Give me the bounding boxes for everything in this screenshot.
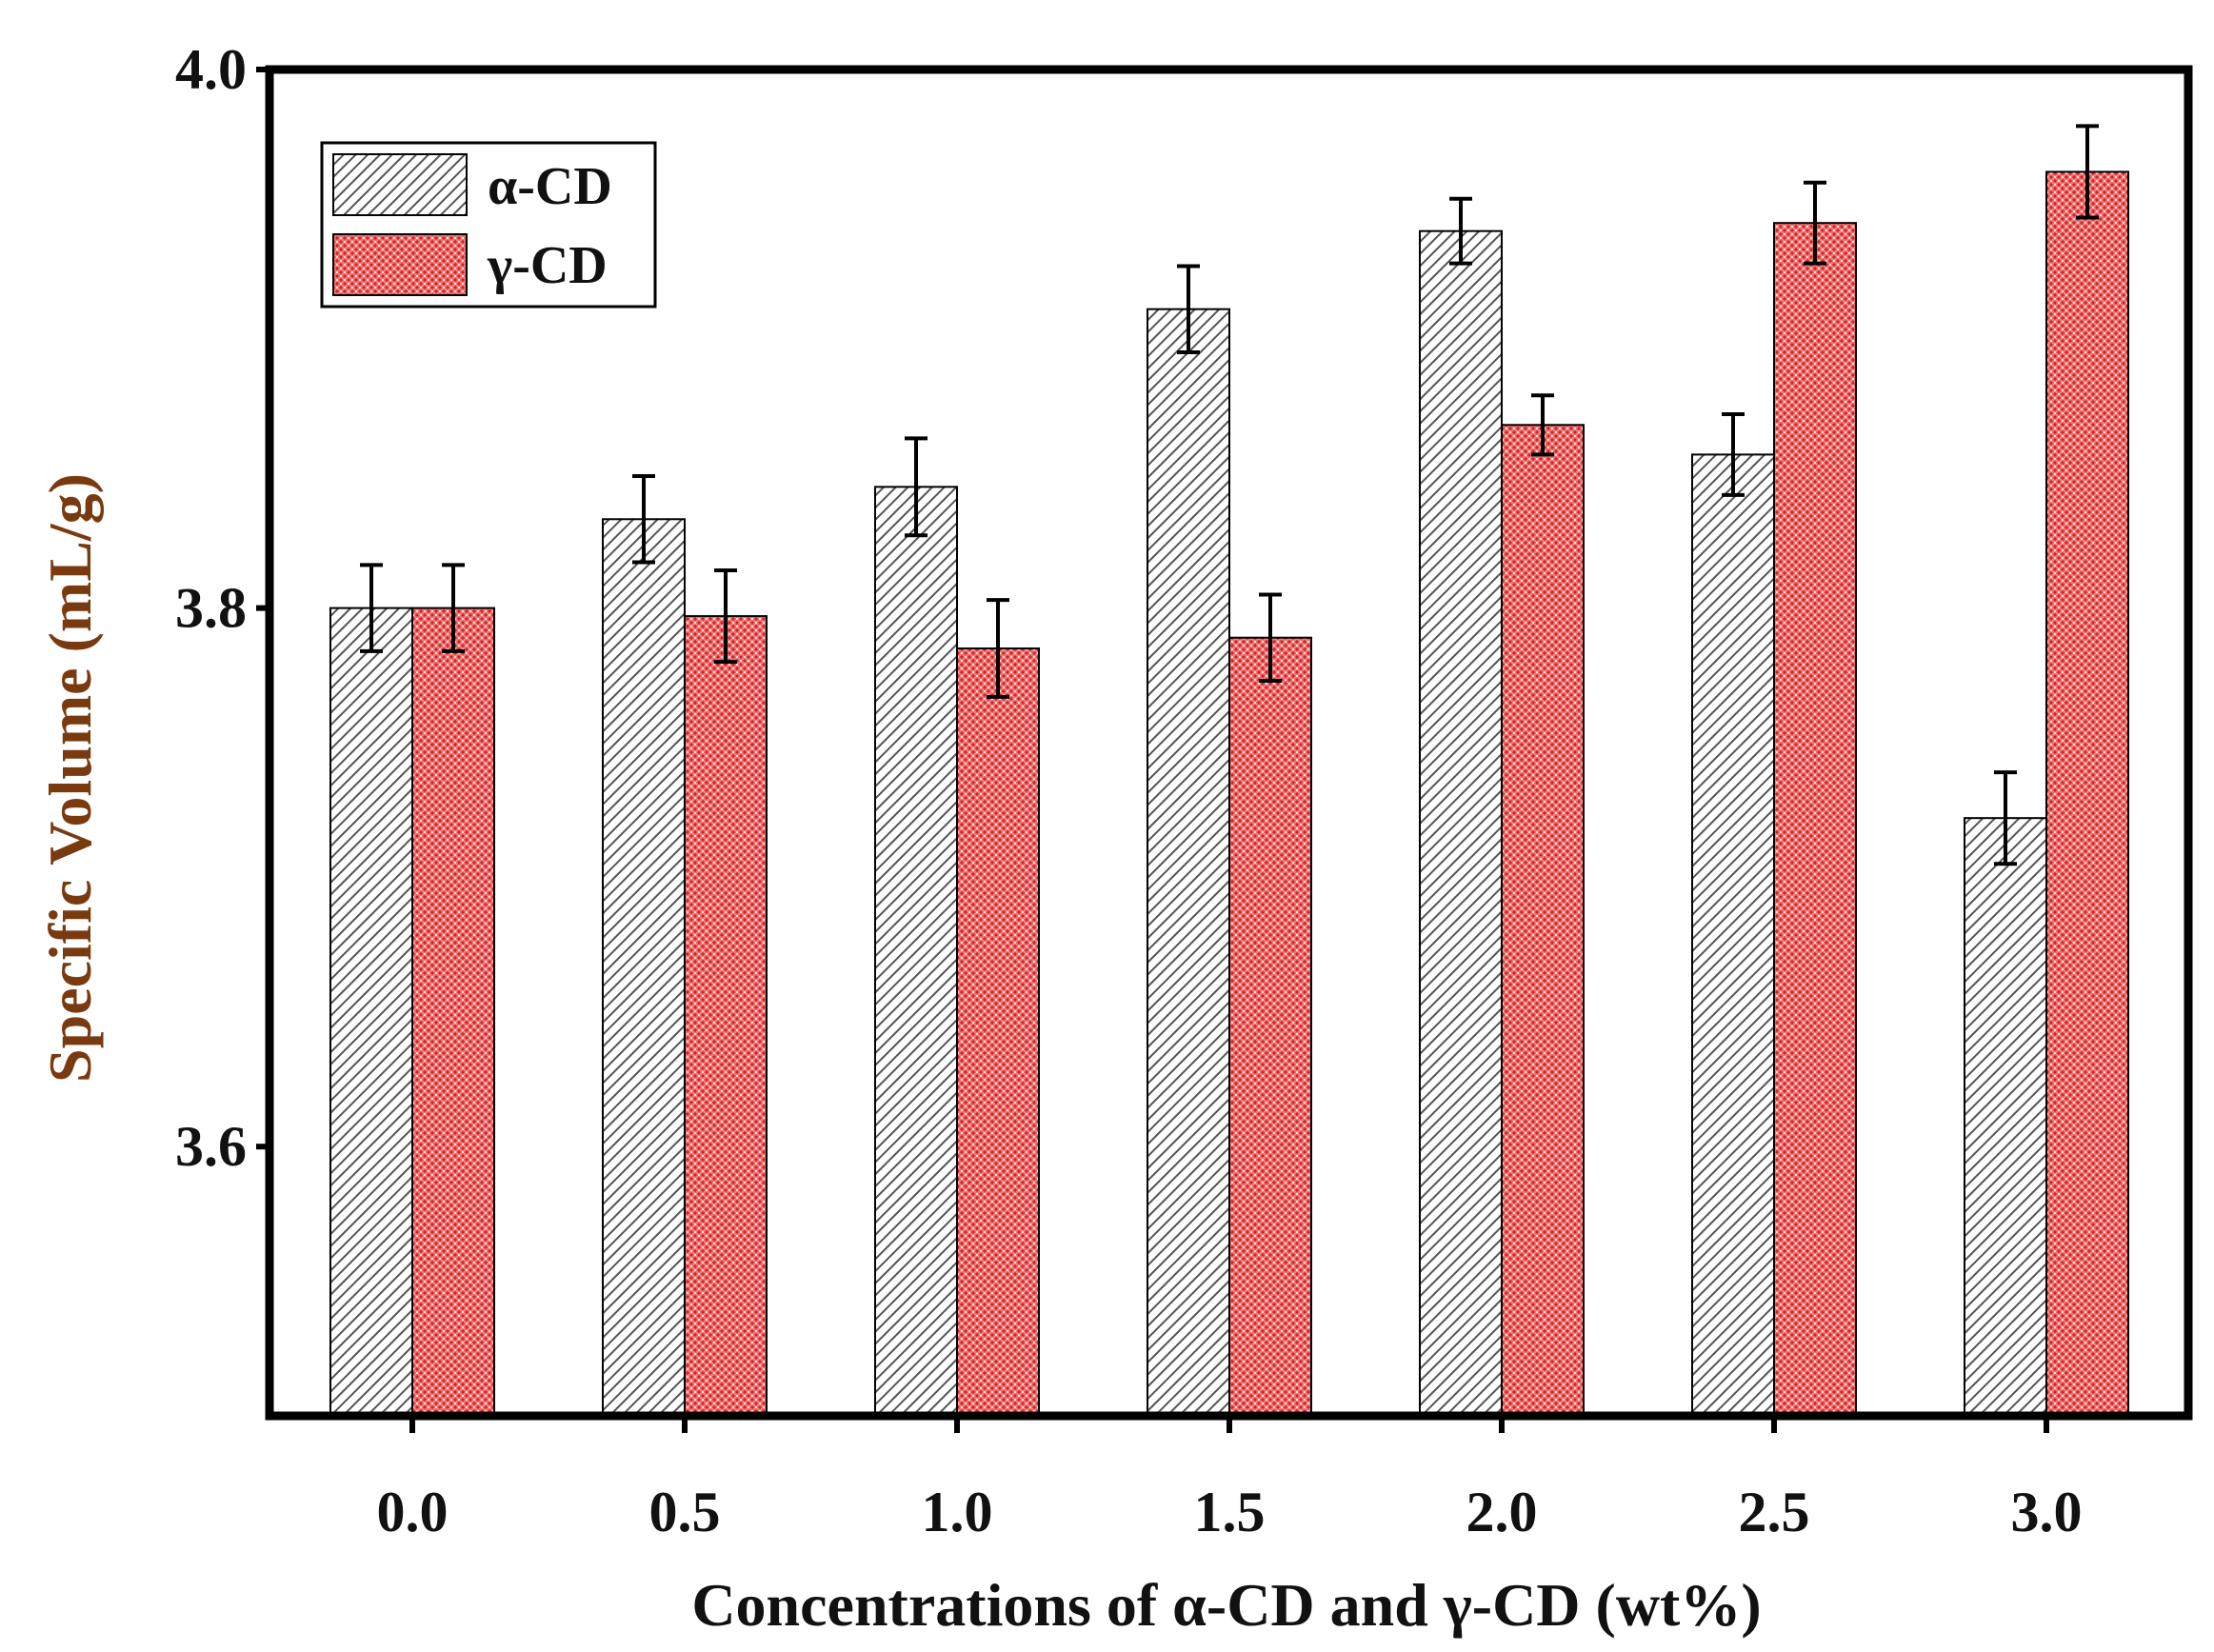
bar-alpha-cd-3.0 [1964, 817, 2047, 1417]
y-tick-label-3.6: 3.6 [175, 1115, 247, 1178]
bar-gamma-cd-0.5 [684, 615, 768, 1417]
x-tick-label-3.0: 3.0 [2011, 1481, 2083, 1543]
error-bar-alpha-cd-2.0 [1449, 196, 1472, 266]
y-tick-label-3.8: 3.8 [175, 577, 247, 640]
error-bar-alpha-cd-0.5 [632, 474, 655, 565]
y-tick-label-4.0: 4.0 [175, 38, 247, 101]
bar-gamma-cd-3.0 [2045, 170, 2129, 1418]
bar-gamma-cd-2.5 [1773, 222, 1857, 1417]
x-tick-label-0.5: 0.5 [649, 1481, 721, 1543]
legend: α-CD γ-CD [320, 141, 657, 309]
x-tick-label-2.0: 2.0 [1466, 1481, 1538, 1543]
error-bar-alpha-cd-1.0 [905, 436, 927, 538]
error-bar-gamma-cd-0.0 [442, 563, 465, 653]
x-tick-label-0.0: 0.0 [377, 1481, 449, 1543]
x-tick-label-1.0: 1.0 [922, 1481, 993, 1543]
bar-alpha-cd-1.5 [1147, 308, 1230, 1417]
x-tick-label-1.5: 1.5 [1194, 1481, 1266, 1543]
error-bar-gamma-cd-2.0 [1531, 393, 1554, 457]
bar-alpha-cd-1.0 [874, 486, 958, 1417]
error-bar-gamma-cd-3.0 [2076, 124, 2099, 220]
error-bar-gamma-cd-0.5 [714, 568, 737, 665]
bars-layer [329, 170, 2129, 1418]
legend-swatch-gamma-cd [332, 233, 468, 296]
bar-gamma-cd-1.0 [956, 647, 1040, 1417]
legend-swatch-alpha-cd [332, 153, 468, 216]
legend-label-alpha-cd: α-CD [488, 157, 612, 216]
error-bar-alpha-cd-3.0 [1994, 770, 2017, 866]
bar-gamma-cd-0.0 [411, 607, 495, 1417]
y-axis: 3.6 3.8 4.0 [175, 38, 269, 1178]
error-bar-alpha-cd-1.5 [1177, 264, 1200, 354]
x-axis: 0.0 0.5 1.0 1.5 2.0 2.5 3.0 [377, 1416, 2083, 1543]
error-bar-gamma-cd-1.5 [1259, 592, 1282, 683]
bar-alpha-cd-0.5 [602, 518, 686, 1417]
error-bar-gamma-cd-1.0 [987, 598, 1009, 699]
error-bar-gamma-cd-2.5 [1804, 180, 1826, 266]
bar-gamma-cd-2.0 [1501, 424, 1585, 1417]
error-bar-alpha-cd-2.5 [1722, 411, 1745, 497]
bar-alpha-cd-2.0 [1419, 229, 1503, 1417]
bar-alpha-cd-2.5 [1691, 453, 1775, 1417]
error-bars-layer [360, 124, 2099, 866]
legend-label-gamma-cd: γ-CD [487, 236, 608, 295]
bar-gamma-cd-1.5 [1228, 636, 1312, 1417]
y-axis-title: Specific Volume (mL/g) [36, 473, 104, 1083]
x-tick-label-2.5: 2.5 [1739, 1481, 1810, 1543]
x-axis-title: Concentrations of α-CD and γ-CD (wt%) [691, 1571, 1761, 1639]
error-bar-alpha-cd-0.0 [360, 563, 383, 653]
bar-alpha-cd-0.0 [329, 607, 413, 1417]
